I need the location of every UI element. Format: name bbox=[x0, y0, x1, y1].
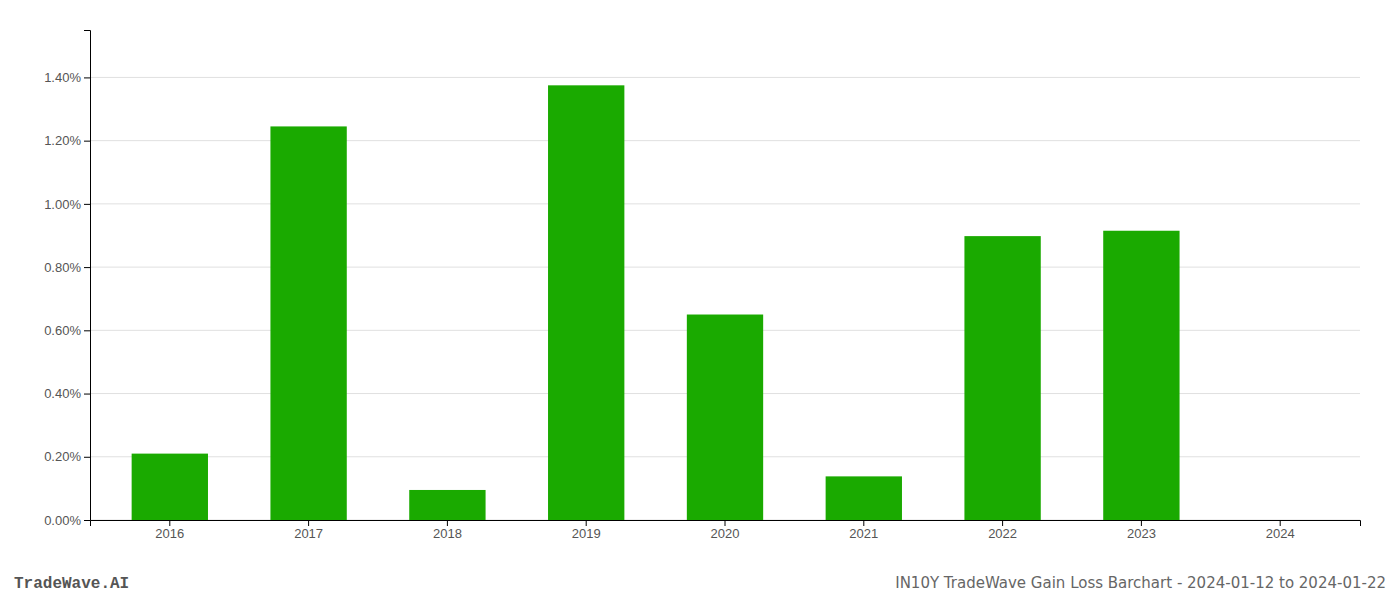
x-tick-label: 2016 bbox=[155, 526, 184, 541]
x-tick: 2024 bbox=[1266, 520, 1295, 541]
x-tick-mark bbox=[308, 520, 309, 526]
x-tick-label: 2024 bbox=[1266, 526, 1295, 541]
x-tick: 2022 bbox=[988, 520, 1017, 541]
x-tick: 2018 bbox=[433, 520, 462, 541]
x-tick-label: 2022 bbox=[988, 526, 1017, 541]
y-tick-mark bbox=[84, 77, 90, 78]
y-tick-mark bbox=[84, 267, 90, 268]
x-tick: 2020 bbox=[711, 520, 740, 541]
bar bbox=[270, 126, 346, 520]
y-tick-label: 1.00% bbox=[44, 197, 81, 212]
y-tick-mark bbox=[84, 330, 90, 331]
y-tick: 1.20% bbox=[44, 133, 90, 148]
x-tick-mark bbox=[169, 520, 170, 526]
x-tick: 2019 bbox=[572, 520, 601, 541]
bar bbox=[964, 236, 1040, 520]
y-tick-label: 0.20% bbox=[44, 449, 81, 464]
y-tick-label: 0.00% bbox=[44, 513, 81, 528]
chart: 0.00% 0.20% 0.40% 0.60% 0.80% 1.00% 1.20% 1.40%… bbox=[0, 0, 1400, 600]
y-tick: 0.60% bbox=[44, 323, 90, 338]
x-tick-mark bbox=[586, 520, 587, 526]
x-tick-label: 2017 bbox=[294, 526, 323, 541]
y-tick-label: 0.40% bbox=[44, 386, 81, 401]
bar bbox=[409, 490, 485, 520]
y-tick: 1.40% bbox=[44, 70, 90, 85]
y-tick-label: 1.20% bbox=[44, 133, 81, 148]
y-tick: 0.40% bbox=[44, 386, 90, 401]
x-tick-mark bbox=[1002, 520, 1003, 526]
bar bbox=[1103, 231, 1179, 520]
x-tick-label: 2019 bbox=[572, 526, 601, 541]
x-tick: 2021 bbox=[849, 520, 878, 541]
grid bbox=[90, 77, 1360, 520]
bar bbox=[1242, 520, 1318, 521]
y-tick-label: 0.60% bbox=[44, 323, 81, 338]
bar bbox=[132, 454, 208, 520]
x-axis: 2016 2017 2018 2019 2020 2021 2022 2023 2024 bbox=[91, 520, 1361, 541]
x-tick-mark bbox=[1141, 520, 1142, 526]
x-tick: 2017 bbox=[294, 520, 323, 541]
y-tick: 1.00% bbox=[44, 197, 90, 212]
x-tick-mark bbox=[447, 520, 448, 526]
plot: 0.00% 0.20% 0.40% 0.60% 0.80% 1.00% 1.20% 1.40%… bbox=[44, 31, 1360, 542]
y-tick-label: 0.80% bbox=[44, 260, 81, 275]
x-tick-mark bbox=[725, 520, 726, 526]
y-tick-label: 1.40% bbox=[44, 70, 81, 85]
x-axis-line bbox=[91, 521, 1361, 527]
x-tick-label: 2020 bbox=[711, 526, 740, 541]
y-axis: 0.00% 0.20% 0.40% 0.60% 0.80% 1.00% 1.20% 1.40% bbox=[44, 31, 90, 528]
y-tick-mark bbox=[84, 141, 90, 142]
y-tick: 0.80% bbox=[44, 260, 90, 275]
x-tick-label: 2021 bbox=[849, 526, 878, 541]
watermark: TradeWave.AI bbox=[14, 575, 129, 593]
x-tick-label: 2023 bbox=[1127, 526, 1156, 541]
x-tick-label: 2018 bbox=[433, 526, 462, 541]
y-axis-line bbox=[84, 31, 91, 521]
y-tick-mark bbox=[84, 204, 90, 205]
y-tick-mark bbox=[84, 520, 90, 521]
y-tick-mark bbox=[84, 457, 90, 458]
bar bbox=[548, 85, 624, 520]
bar bbox=[687, 315, 763, 520]
x-tick-mark bbox=[863, 520, 864, 526]
y-tick: 0.20% bbox=[44, 449, 90, 464]
bar bbox=[826, 476, 902, 520]
x-tick-mark bbox=[1280, 520, 1281, 526]
bars bbox=[132, 85, 1180, 520]
title: IN10Y TradeWave Gain Loss Barchart - 202… bbox=[895, 574, 1386, 592]
x-tick: 2023 bbox=[1127, 520, 1156, 541]
x-tick: 2016 bbox=[155, 520, 184, 541]
y-tick-mark bbox=[84, 394, 90, 395]
grid-line bbox=[90, 77, 1360, 78]
y-tick: 0.00% bbox=[44, 513, 90, 528]
